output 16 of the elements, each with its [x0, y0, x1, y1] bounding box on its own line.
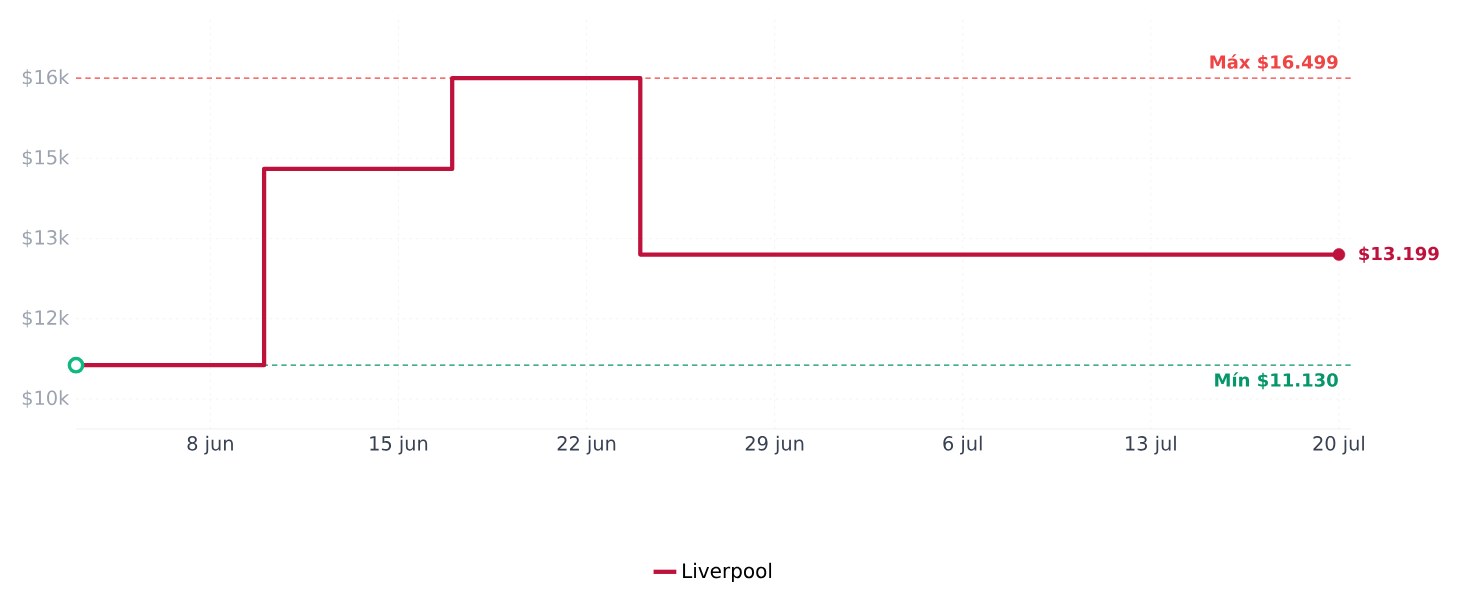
ref-line-label: Máx $16.499 — [1210, 54, 1338, 72]
x-tick-label: 8 jun — [187, 435, 233, 455]
y-tick-label: $10k — [22, 390, 70, 408]
x-tick-label: 6 jul — [943, 435, 982, 455]
x-tick-label: 15 jun — [370, 435, 428, 455]
y-tick-label: $16k — [22, 69, 70, 87]
x-tick-label: 29 jun — [745, 435, 804, 455]
y-tick-label: $13k — [22, 229, 70, 248]
y-tick-label: $12k — [22, 309, 70, 328]
x-tick-label: 13 jul — [1126, 435, 1176, 455]
y-tick-label: $15k — [22, 149, 70, 168]
annotation: $13.199 — [1359, 246, 1439, 263]
ref-line-label: Mín $11.130 — [1215, 372, 1338, 390]
legend-label: Liverpool — [683, 562, 772, 583]
x-tick-label: 20 jul — [1313, 435, 1364, 455]
x-tick-label: 22 jun — [557, 435, 616, 455]
